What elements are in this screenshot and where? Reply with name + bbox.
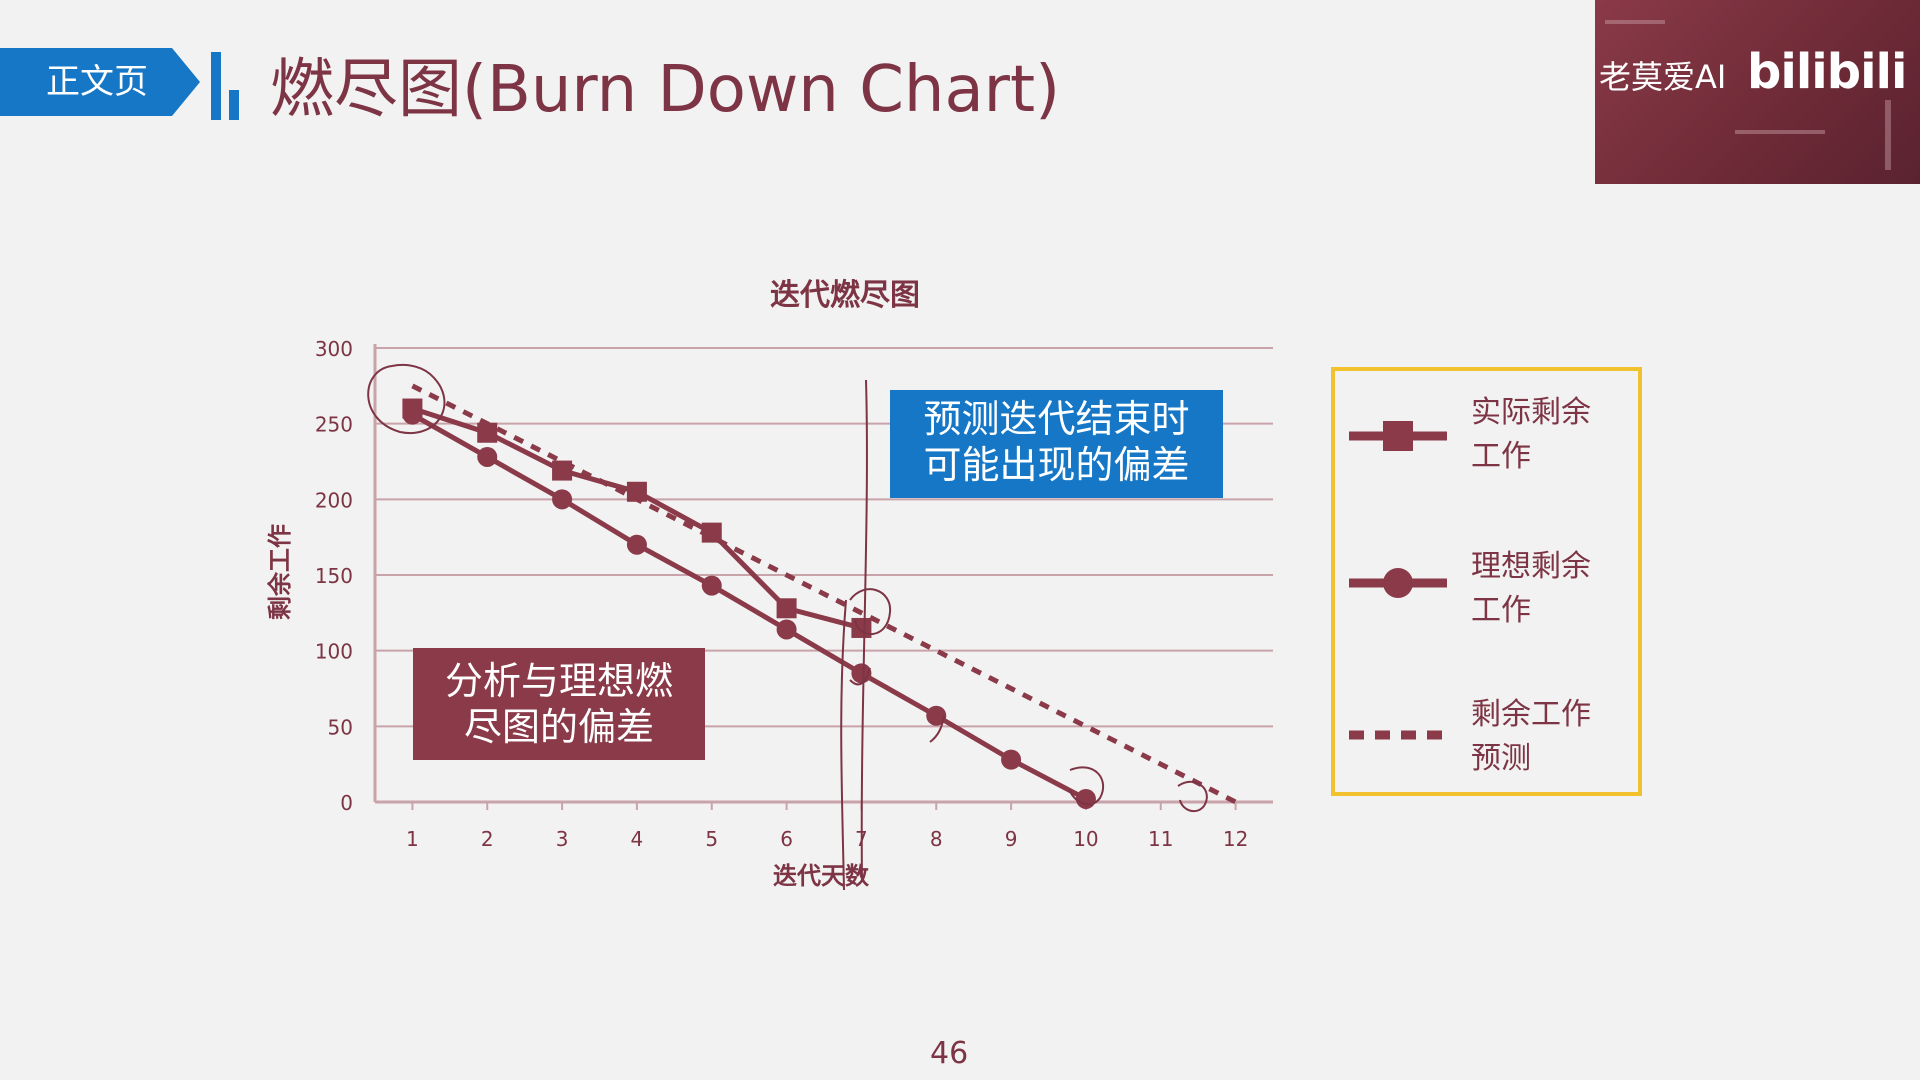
y-tick-label: 0 [340,791,353,815]
section-tag: 正文页 [0,48,200,116]
pen-check-mark [849,667,871,686]
pen-circle-mark [367,364,446,435]
legend-label-line: 实际剩余 [1471,395,1591,430]
x-tick-label: 12 [1223,827,1248,851]
series-marker-circle [926,705,947,726]
pen-circle-mark [1177,780,1208,813]
y-tick-label: 200 [315,488,353,512]
pen-vertical-mark [840,599,847,891]
series-marker-circle [1001,749,1022,770]
series-marker-circle [626,534,647,555]
x-tick-label: 2 [481,827,494,851]
x-tick-label: 6 [780,827,793,851]
legend-label-line: 预测 [1471,741,1531,776]
series-marker-square [701,522,722,543]
callout-line: 预测迭代结束时 [923,397,1190,441]
webcam-shelf [1735,130,1825,134]
legend-swatches [1349,421,1447,740]
title-accent-bar-tall [211,52,221,120]
callout-line: 可能出现的偏差 [923,443,1190,487]
legend-label-line: 工作 [1471,593,1531,628]
x-axis-label: 迭代天数 [773,862,870,890]
y-tick-label: 100 [315,640,353,664]
y-axis-label: 剩余工作 [266,524,294,620]
series-marker-circle [1075,788,1096,809]
x-tick-label: 1 [406,827,419,851]
series-marker-square [477,422,498,443]
legend-marker-circle [1383,568,1413,598]
series-marker-square [776,598,797,619]
webcam-shelf [1605,20,1665,24]
y-tick-label: 150 [315,564,353,588]
legend-label-actual: 实际剩余 工作 [1471,391,1631,479]
x-tick-label: 11 [1148,827,1173,851]
analysis-deviation-callout: 分析与理想燃 尽图的偏差 [413,648,705,760]
pen-vertical-mark [860,379,868,881]
y-tick-label: 300 [315,337,353,361]
webcam-overlay: 老莫爱AI bilibili [1595,0,1920,184]
pen-circle-mark [1069,766,1105,806]
x-tick-label: 5 [705,827,718,851]
y-tick-label: 50 [328,715,353,739]
x-tick-label: 10 [1073,827,1098,851]
webcam-overlay-text: 老莫爱AI [1599,58,1727,96]
series-marker-circle [402,404,423,425]
chart-legend: 实际剩余 工作 理想剩余 工作 剩余工作 预测 [1331,367,1642,796]
legend-label-line: 工作 [1471,439,1531,474]
series-marker-square [626,481,647,502]
series-marker-circle [701,575,722,596]
legend-label-line: 剩余工作 [1471,697,1591,732]
webcam-shelf [1885,100,1891,170]
pen-check-mark [929,715,945,743]
series-marker-circle [477,446,498,467]
series-line [411,412,1088,802]
x-tick-label: 4 [631,827,644,851]
series-marker-circle [776,619,797,640]
page-title: 燃尽图(Burn Down Chart) [270,53,1061,127]
callout-line: 尽图的偏差 [463,705,654,749]
x-tick-label: 3 [556,827,569,851]
bilibili-logo: bilibili [1747,44,1907,100]
legend-label-line: 理想剩余 [1471,549,1591,584]
series-line [411,383,1237,805]
legend-marker-square [1383,421,1413,451]
forecast-deviation-callout: 预测迭代结束时 可能出现的偏差 [890,390,1223,498]
callout-line: 分析与理想燃 [444,659,673,703]
chart-title: 迭代燃尽图 [770,278,920,313]
legend-label-ideal: 理想剩余 工作 [1471,545,1631,633]
page-number: 46 [930,1036,969,1071]
x-tick-label: 8 [930,827,943,851]
x-tick-label: 9 [1005,827,1018,851]
pen-circle-mark [849,588,892,636]
title-accent-bar-short [229,90,239,120]
series-marker-circle [552,489,573,510]
y-tick-label: 250 [315,413,353,437]
legend-label-forecast: 剩余工作 预测 [1471,693,1631,781]
